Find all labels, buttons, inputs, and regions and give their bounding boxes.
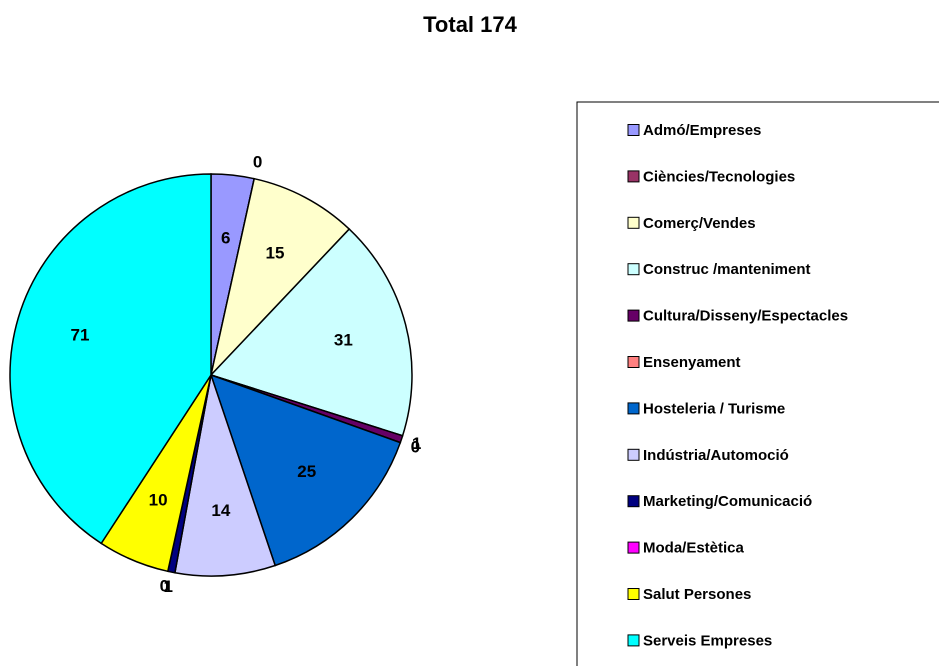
legend-label: Admó/Empreses [643, 122, 761, 139]
data-label: 31 [334, 330, 353, 349]
legend-swatch [627, 541, 640, 554]
legend-label: Serveis Empreses [643, 632, 772, 649]
data-label: 10 [149, 491, 168, 510]
data-label: 1 [412, 434, 421, 453]
legend-label: Ciències/Tecnologies [643, 168, 795, 185]
legend-label: Cultura/Disseny/Espectacles [643, 308, 848, 325]
legend-swatch [627, 588, 640, 600]
data-label: 25 [297, 462, 316, 481]
legend-label: Comerç/Vendes [643, 215, 756, 232]
legend-label: Ensenyament [643, 354, 741, 371]
legend-swatch [627, 448, 640, 461]
legend-label: Indústria/Automoció [643, 447, 789, 464]
data-label: 1 [163, 577, 172, 596]
pie-slice [209, 177, 351, 378]
data-label: 0 [160, 576, 169, 595]
data-label: 15 [266, 244, 285, 263]
data-label: 14 [211, 501, 230, 520]
legend-swatch [627, 402, 640, 415]
legend-swatch [627, 356, 640, 368]
legend-swatch [627, 495, 640, 508]
data-label: 6 [221, 229, 230, 248]
legend-swatch [627, 309, 640, 322]
legend-label: Marketing/Comunicació [643, 493, 812, 510]
pie-slice [174, 372, 277, 577]
legend-swatch [627, 124, 640, 136]
data-label: 0 [411, 437, 420, 456]
legend-label: Construc /manteniment [643, 261, 811, 278]
pie-slice [9, 173, 212, 545]
legend-swatch [627, 170, 640, 183]
legend-label: Moda/Estètica [643, 540, 745, 557]
data-label: 71 [71, 326, 90, 345]
legend-swatch [627, 216, 640, 229]
data-label: 0 [253, 153, 262, 172]
legend-swatch [627, 263, 640, 276]
legend-label: Hosteleria / Turisme [643, 400, 785, 417]
legend-swatch [627, 634, 640, 647]
legend-label: Salut Persones [643, 586, 751, 603]
legend-box [576, 101, 939, 666]
pie-slice [209, 228, 413, 437]
chart-title: Total 174 [423, 12, 518, 37]
pie-slice [209, 373, 402, 567]
